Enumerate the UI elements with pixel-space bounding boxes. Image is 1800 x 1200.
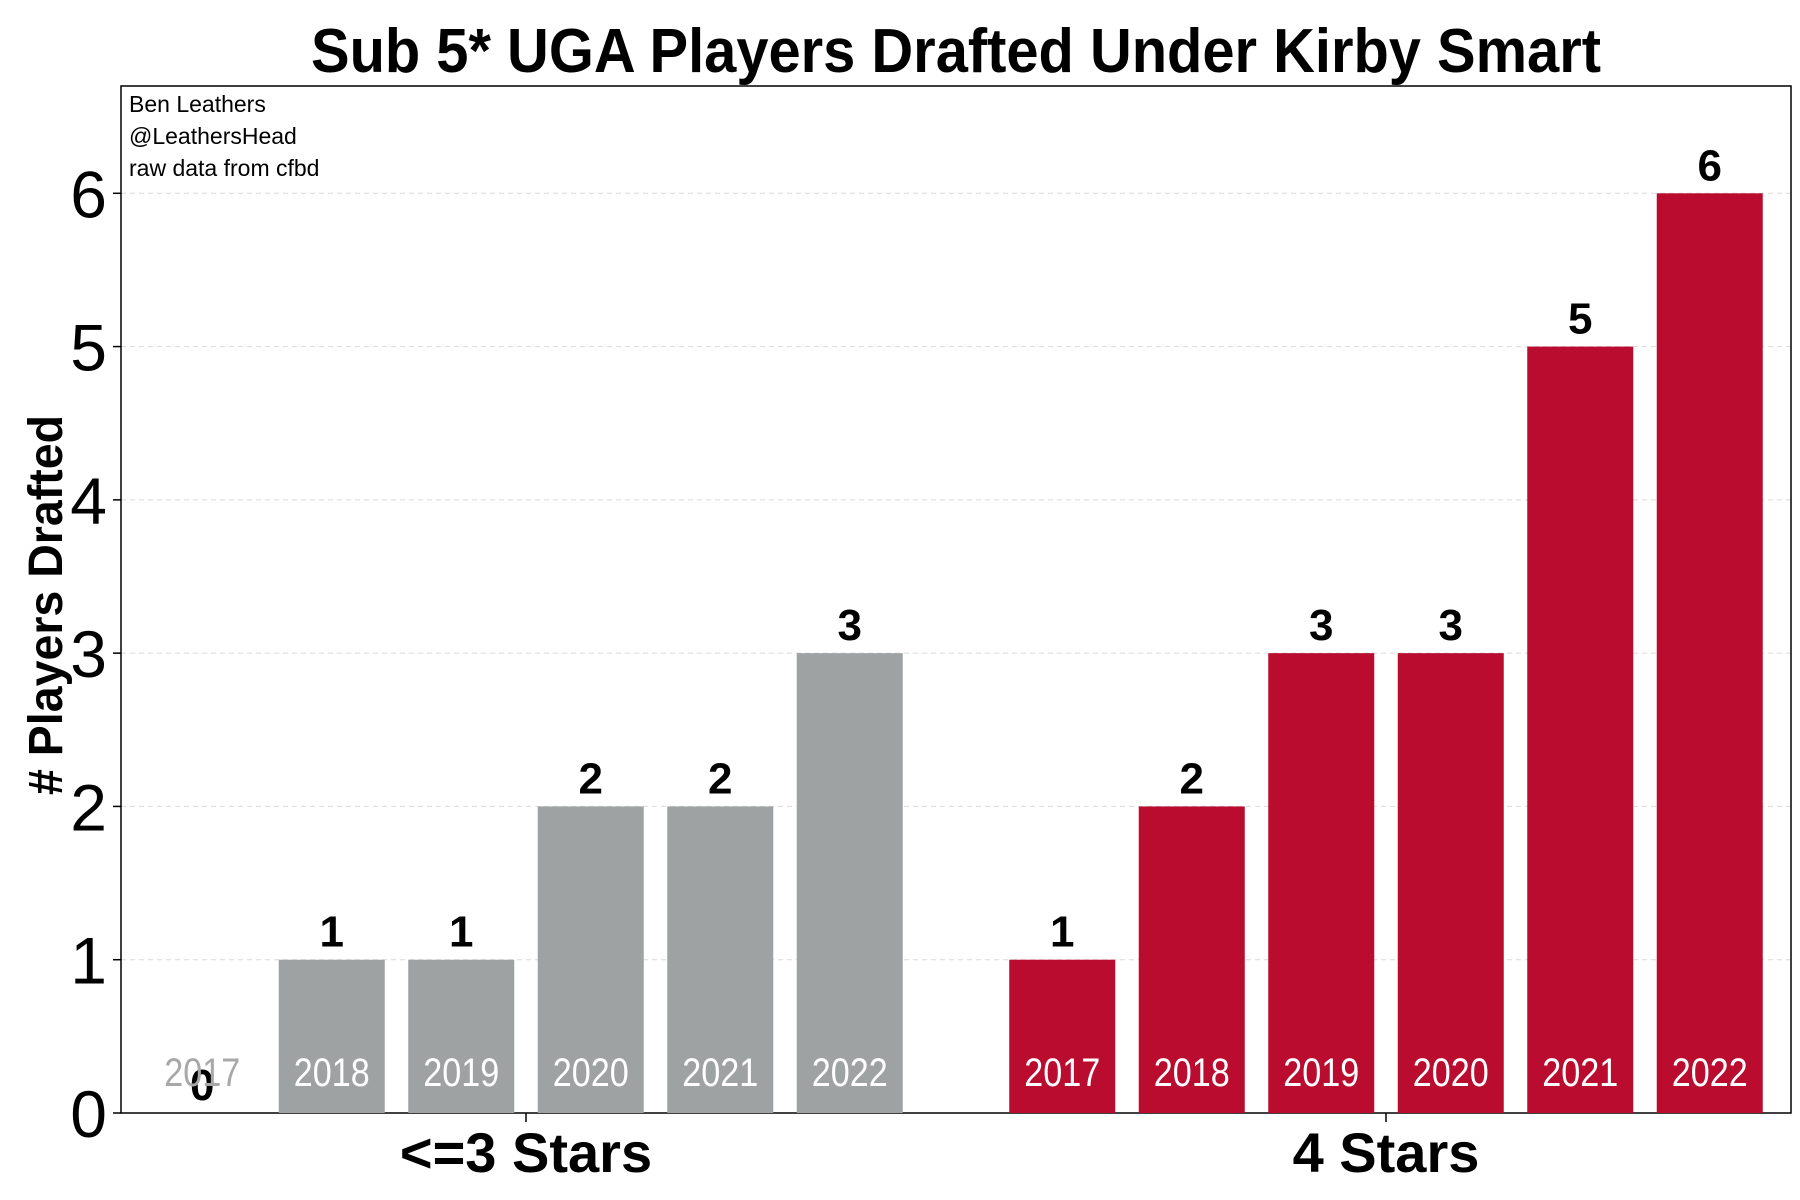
- group-label: 4 Stars: [1293, 1121, 1480, 1184]
- bar-labels: 0201712018120192202022021320221201722018…: [164, 141, 1748, 1110]
- bar-category-label: 2017: [1024, 1051, 1100, 1095]
- bar: [1527, 346, 1634, 1113]
- bar-category-label: 2022: [812, 1051, 888, 1095]
- bar-category-label: 2019: [1283, 1051, 1359, 1095]
- bar-value-label: 2: [579, 754, 603, 803]
- bar-category-label: 2019: [423, 1051, 499, 1095]
- bar: [278, 959, 385, 1113]
- bar: [1009, 959, 1116, 1113]
- bar: [667, 806, 774, 1113]
- chart-title: Sub 5* UGA Players Drafted Under Kirby S…: [311, 17, 1601, 86]
- bar-value-label: 1: [1050, 908, 1074, 957]
- y-tick-label: 3: [70, 617, 107, 691]
- bar-value-label: 2: [1180, 754, 1204, 803]
- bars: [278, 193, 1763, 1113]
- bar-value-label: 1: [320, 908, 344, 957]
- bar: [1656, 193, 1763, 1113]
- bar-value-label: 3: [838, 601, 862, 650]
- bar-value-label: 1: [449, 908, 473, 957]
- bar-category-label: 2020: [1413, 1051, 1489, 1095]
- bar: [1138, 806, 1245, 1113]
- group-label: <=3 Stars: [400, 1121, 652, 1184]
- bar: [537, 806, 644, 1113]
- y-tick-label: 5: [70, 311, 107, 385]
- bar-category-label: 2022: [1672, 1051, 1748, 1095]
- bar: [796, 653, 903, 1113]
- bar-category-label: 2021: [1542, 1051, 1618, 1095]
- bar-value-label: 6: [1698, 141, 1722, 190]
- bar-value-label: 0: [190, 1061, 214, 1110]
- y-tick-label: 6: [70, 157, 107, 231]
- annotation-line: @LeathersHead: [129, 123, 297, 149]
- plot-area: [120, 85, 1792, 1114]
- source-annotation: Ben Leathers @LeathersHead raw data from c…: [129, 91, 319, 181]
- y-tick-label: 4: [70, 464, 107, 538]
- bar-category-label: 2021: [682, 1051, 758, 1095]
- bar-value-label: 5: [1568, 295, 1592, 344]
- bar: [408, 959, 515, 1113]
- bar-value-label: 2: [708, 754, 732, 803]
- annotation-line: Ben Leathers: [129, 91, 266, 117]
- bar-category-label: 2018: [294, 1051, 370, 1095]
- bar-value-label: 3: [1439, 601, 1463, 650]
- y-tick-label: 2: [70, 770, 107, 844]
- bar: [1397, 653, 1504, 1113]
- y-axis-ticks: 0 1 2 3 4 5 6: [70, 157, 121, 1151]
- bar-value-label: 3: [1309, 601, 1333, 650]
- annotation-line: raw data from cfbd: [129, 155, 319, 181]
- bar-category-label: 2017: [164, 1051, 240, 1095]
- bar-category-label: 2020: [553, 1051, 629, 1095]
- bar-category-label: 2018: [1154, 1051, 1230, 1095]
- group-labels: <=3 Stars 4 Stars: [400, 1113, 1480, 1184]
- y-axis-label: # Players Drafted: [20, 415, 73, 795]
- bar: [1268, 653, 1375, 1113]
- y-tick-label: 0: [70, 1077, 107, 1151]
- y-tick-label: 1: [70, 924, 107, 998]
